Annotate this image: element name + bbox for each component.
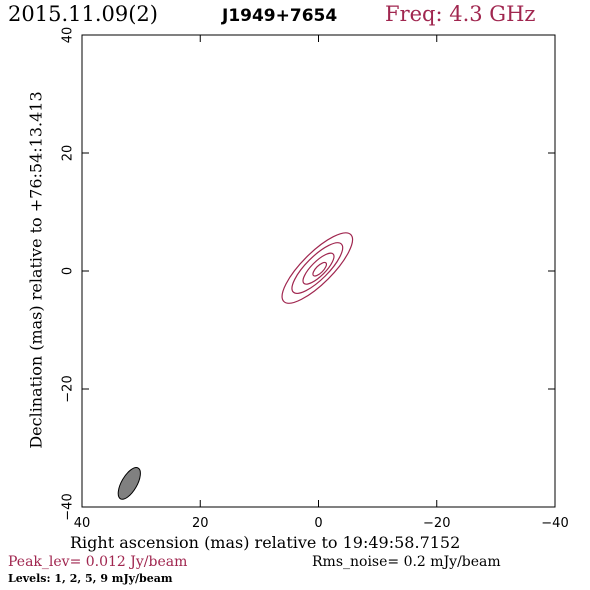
y-tick-label: −40 [61, 493, 76, 520]
contour-level-2 [291, 242, 344, 294]
plot-frame [81, 34, 556, 508]
x-tick-label: 0 [314, 516, 322, 531]
beam-ellipse [117, 467, 141, 500]
contour-level-5 [302, 252, 335, 285]
source-name: J1949+7654 [222, 6, 338, 26]
x-tick-label: 20 [192, 516, 209, 531]
y-tick-label: 20 [61, 145, 76, 162]
x-tick-label: −40 [541, 516, 568, 531]
x-tick-label: 40 [74, 516, 91, 531]
contour-level-1 [281, 232, 354, 304]
y-tick-label: 0 [61, 267, 76, 275]
y-tick-label: −20 [61, 375, 76, 402]
x-axis-label: Right ascension (mas) relative to 19:49:… [70, 533, 461, 552]
contour-levels: Levels: 1, 2, 5, 9 mJy/beam [8, 572, 173, 585]
peak-level: Peak_lev= 0.012 Jy/beam [8, 554, 188, 570]
contour-level-9 [312, 261, 328, 277]
rms-noise: Rms_noise= 0.2 mJy/beam [312, 554, 501, 570]
epoch-date: 2015.11.09(2) [8, 2, 158, 26]
y-axis-label: Declination (mas) relative to +76:54:13.… [26, 91, 46, 449]
y-tick-label: 40 [61, 27, 76, 44]
x-tick-label: −20 [423, 516, 450, 531]
frequency-label: Freq: 4.3 GHz [385, 2, 536, 26]
